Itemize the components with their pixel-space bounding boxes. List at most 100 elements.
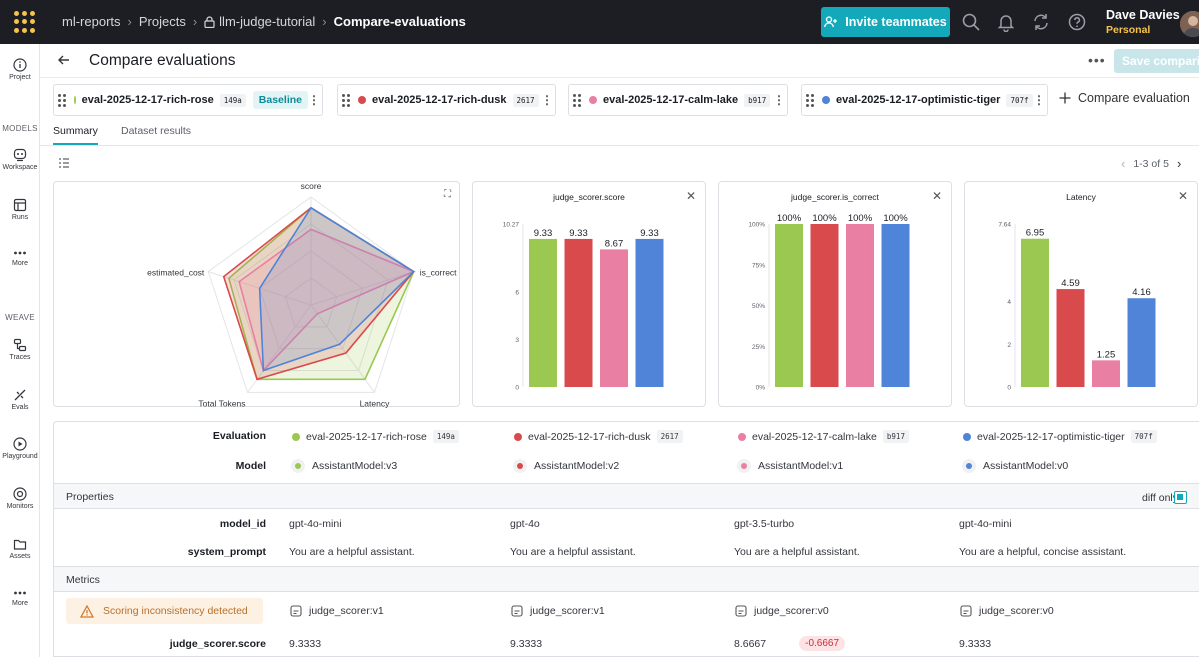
arrow-left-icon[interactable] — [57, 53, 71, 67]
eval-cell[interactable]: eval-2025-12-17-rich-rose 149a — [292, 430, 459, 443]
system-prompt-row: system_prompt You are a helpful assistan… — [54, 538, 1199, 566]
eval-chip[interactable]: eval-2025-12-17-calm-lake b917 ⋮ — [568, 84, 788, 116]
scorer-cell[interactable]: judge_scorer:v1 — [290, 605, 384, 617]
close-icon[interactable]: ✕ — [685, 189, 696, 203]
y-tick-label: 75% — [752, 262, 765, 269]
top-bar: ml-reports › Projects › llm-judge-tutori… — [0, 0, 1199, 44]
tab-bar: Summary Dataset results — [40, 118, 1199, 146]
y-tick-label: 50% — [752, 303, 765, 310]
eval-name: eval-2025-12-17-rich-dusk — [528, 430, 651, 443]
more-options-icon[interactable]: ••• — [1088, 52, 1106, 68]
scoring-warning: Scoring inconsistency detected — [66, 598, 263, 624]
properties-section[interactable]: Properties diff only — [54, 483, 1199, 509]
color-dot — [822, 96, 830, 104]
model-color-dot — [517, 463, 523, 469]
user-plan[interactable]: Personal — [1106, 24, 1151, 36]
radar-series-area — [238, 228, 416, 373]
y-tick-label: 2 — [1007, 342, 1011, 349]
bell-icon[interactable] — [996, 12, 1016, 32]
model-name: AssistantModel:v2 — [534, 460, 620, 472]
sidebar-item-label: Playground — [2, 453, 38, 460]
eval-cell[interactable]: eval-2025-12-17-calm-lake b917 — [738, 430, 909, 443]
eval-chip[interactable]: eval-2025-12-17-optimistic-tiger 707f ⋮ — [801, 84, 1048, 116]
drag-handle-icon[interactable] — [342, 94, 350, 107]
scorer-cell[interactable]: judge_scorer:v1 — [511, 605, 605, 617]
color-dot — [74, 96, 76, 104]
eval-cell[interactable]: eval-2025-12-17-optimistic-tiger 707f — [963, 430, 1157, 443]
drag-handle-icon[interactable] — [573, 94, 581, 107]
metrics-section[interactable]: Metrics — [54, 566, 1199, 592]
sidebar-item-monitors[interactable]: Monitors — [0, 487, 40, 510]
drag-handle-icon[interactable] — [806, 94, 814, 107]
eval-name: eval-2025-12-17-rich-rose — [306, 430, 427, 443]
sidebar-item-runs[interactable]: Runs — [0, 198, 40, 221]
bar-value-label: 100% — [848, 213, 873, 224]
sidebar-item-project[interactable]: Project — [0, 58, 40, 81]
pagination: ‹ 1-3 of 5 › — [1121, 156, 1181, 171]
tab-summary[interactable]: Summary — [53, 125, 98, 137]
y-tick-label: 100% — [748, 222, 765, 229]
sidebar: Project MODELS Workspace Runs More WEAVE… — [0, 44, 40, 657]
sidebar-item-label: Monitors — [6, 503, 34, 510]
eval-chip[interactable]: eval-2025-12-17-rich-dusk 2617 ⋮ — [337, 84, 556, 116]
radar-chart: score is_correct Latency Total Tokens estima… — [147, 182, 457, 408]
system-prompt-cell: You are a helpful assistant. — [510, 546, 636, 558]
drag-handle-icon[interactable] — [58, 94, 66, 107]
sidebar-item-playground[interactable]: Playground — [0, 437, 40, 460]
bar — [529, 238, 557, 387]
kebab-icon[interactable]: ⋮ — [541, 93, 553, 107]
sidebar-item-workspace[interactable]: Workspace — [0, 148, 40, 171]
eval-chip[interactable]: eval-2025-12-17-rich-rose 149a Baseline … — [53, 84, 323, 116]
scorer-name: judge_scorer:v0 — [754, 605, 829, 617]
model-cell[interactable]: AssistantModel:v0 — [962, 459, 1068, 473]
invite-teammates-button[interactable]: Invite teammates — [821, 7, 950, 37]
user-name[interactable]: Dave Davies — [1106, 8, 1180, 22]
avatar[interactable] — [1180, 11, 1199, 37]
radar-spoke — [310, 304, 375, 393]
fullscreen-icon[interactable]: ⛶ — [444, 189, 451, 200]
eval-name: eval-2025-12-17-optimistic-tiger — [977, 430, 1125, 443]
sidebar-item-evals[interactable]: Evals — [0, 388, 40, 411]
search-icon[interactable] — [961, 12, 981, 32]
chevron-right-icon[interactable]: › — [1176, 156, 1182, 171]
compare-label: Compare evaluation — [1078, 91, 1190, 105]
eval-cell[interactable]: eval-2025-12-17-rich-dusk 2617 — [514, 430, 683, 443]
save-comparison-button[interactable]: Save comparison — [1114, 49, 1199, 73]
close-icon[interactable]: ✕ — [931, 189, 942, 203]
scorer-cell[interactable]: judge_scorer:v0 — [735, 605, 829, 617]
compare-evaluation-button[interactable]: Compare evaluation — [1059, 91, 1190, 105]
chart-title: judge_scorer.score — [553, 192, 625, 202]
model-cell[interactable]: AssistantModel:v2 — [513, 459, 619, 473]
close-icon[interactable]: ✕ — [1177, 189, 1188, 203]
model-color-dot — [966, 463, 972, 469]
model-cell[interactable]: AssistantModel:v1 — [737, 459, 843, 473]
pager-label: 1-3 of 5 — [1133, 157, 1169, 170]
sidebar-item-more[interactable]: More — [0, 248, 40, 267]
breadcrumb-projects[interactable]: Projects — [138, 14, 186, 29]
sidebar-item-assets[interactable]: Assets — [0, 537, 40, 560]
chevron-left-icon[interactable]: ‹ — [1121, 156, 1126, 171]
scorer-cell[interactable]: judge_scorer:v0 — [960, 605, 1054, 617]
breadcrumb-entity[interactable]: ml-reports — [62, 14, 121, 29]
sync-icon[interactable] — [1031, 12, 1051, 32]
score-cell: 9.3333 — [510, 638, 543, 650]
y-tick-label: 7.64 — [998, 222, 1011, 229]
eval-name: eval-2025-12-17-optimistic-tiger — [836, 94, 1001, 106]
help-icon[interactable] — [1067, 12, 1087, 32]
model-color-dot — [741, 463, 747, 469]
score-cell: 9.3333 — [959, 638, 992, 650]
app-grid-icon[interactable] — [14, 11, 36, 33]
sidebar-item-label: Workspace — [2, 164, 38, 171]
sidebar-item-traces[interactable]: Traces — [0, 338, 40, 361]
kebab-icon[interactable]: ⋮ — [308, 93, 320, 107]
diff-only-checkbox[interactable] — [1174, 491, 1187, 504]
kebab-icon[interactable]: ⋮ — [1033, 93, 1045, 107]
sidebar-item-more-weave[interactable]: More — [0, 588, 40, 607]
list-settings-icon[interactable] — [58, 157, 70, 169]
sidebar-item-label: Traces — [9, 354, 31, 361]
tab-dataset-results[interactable]: Dataset results — [121, 125, 192, 137]
kebab-icon[interactable]: ⋮ — [773, 93, 785, 107]
breadcrumb-project[interactable]: llm-judge-tutorial — [219, 14, 316, 29]
model-cell[interactable]: AssistantModel:v3 — [291, 459, 397, 473]
warning-text: Scoring inconsistency detected — [103, 605, 248, 617]
